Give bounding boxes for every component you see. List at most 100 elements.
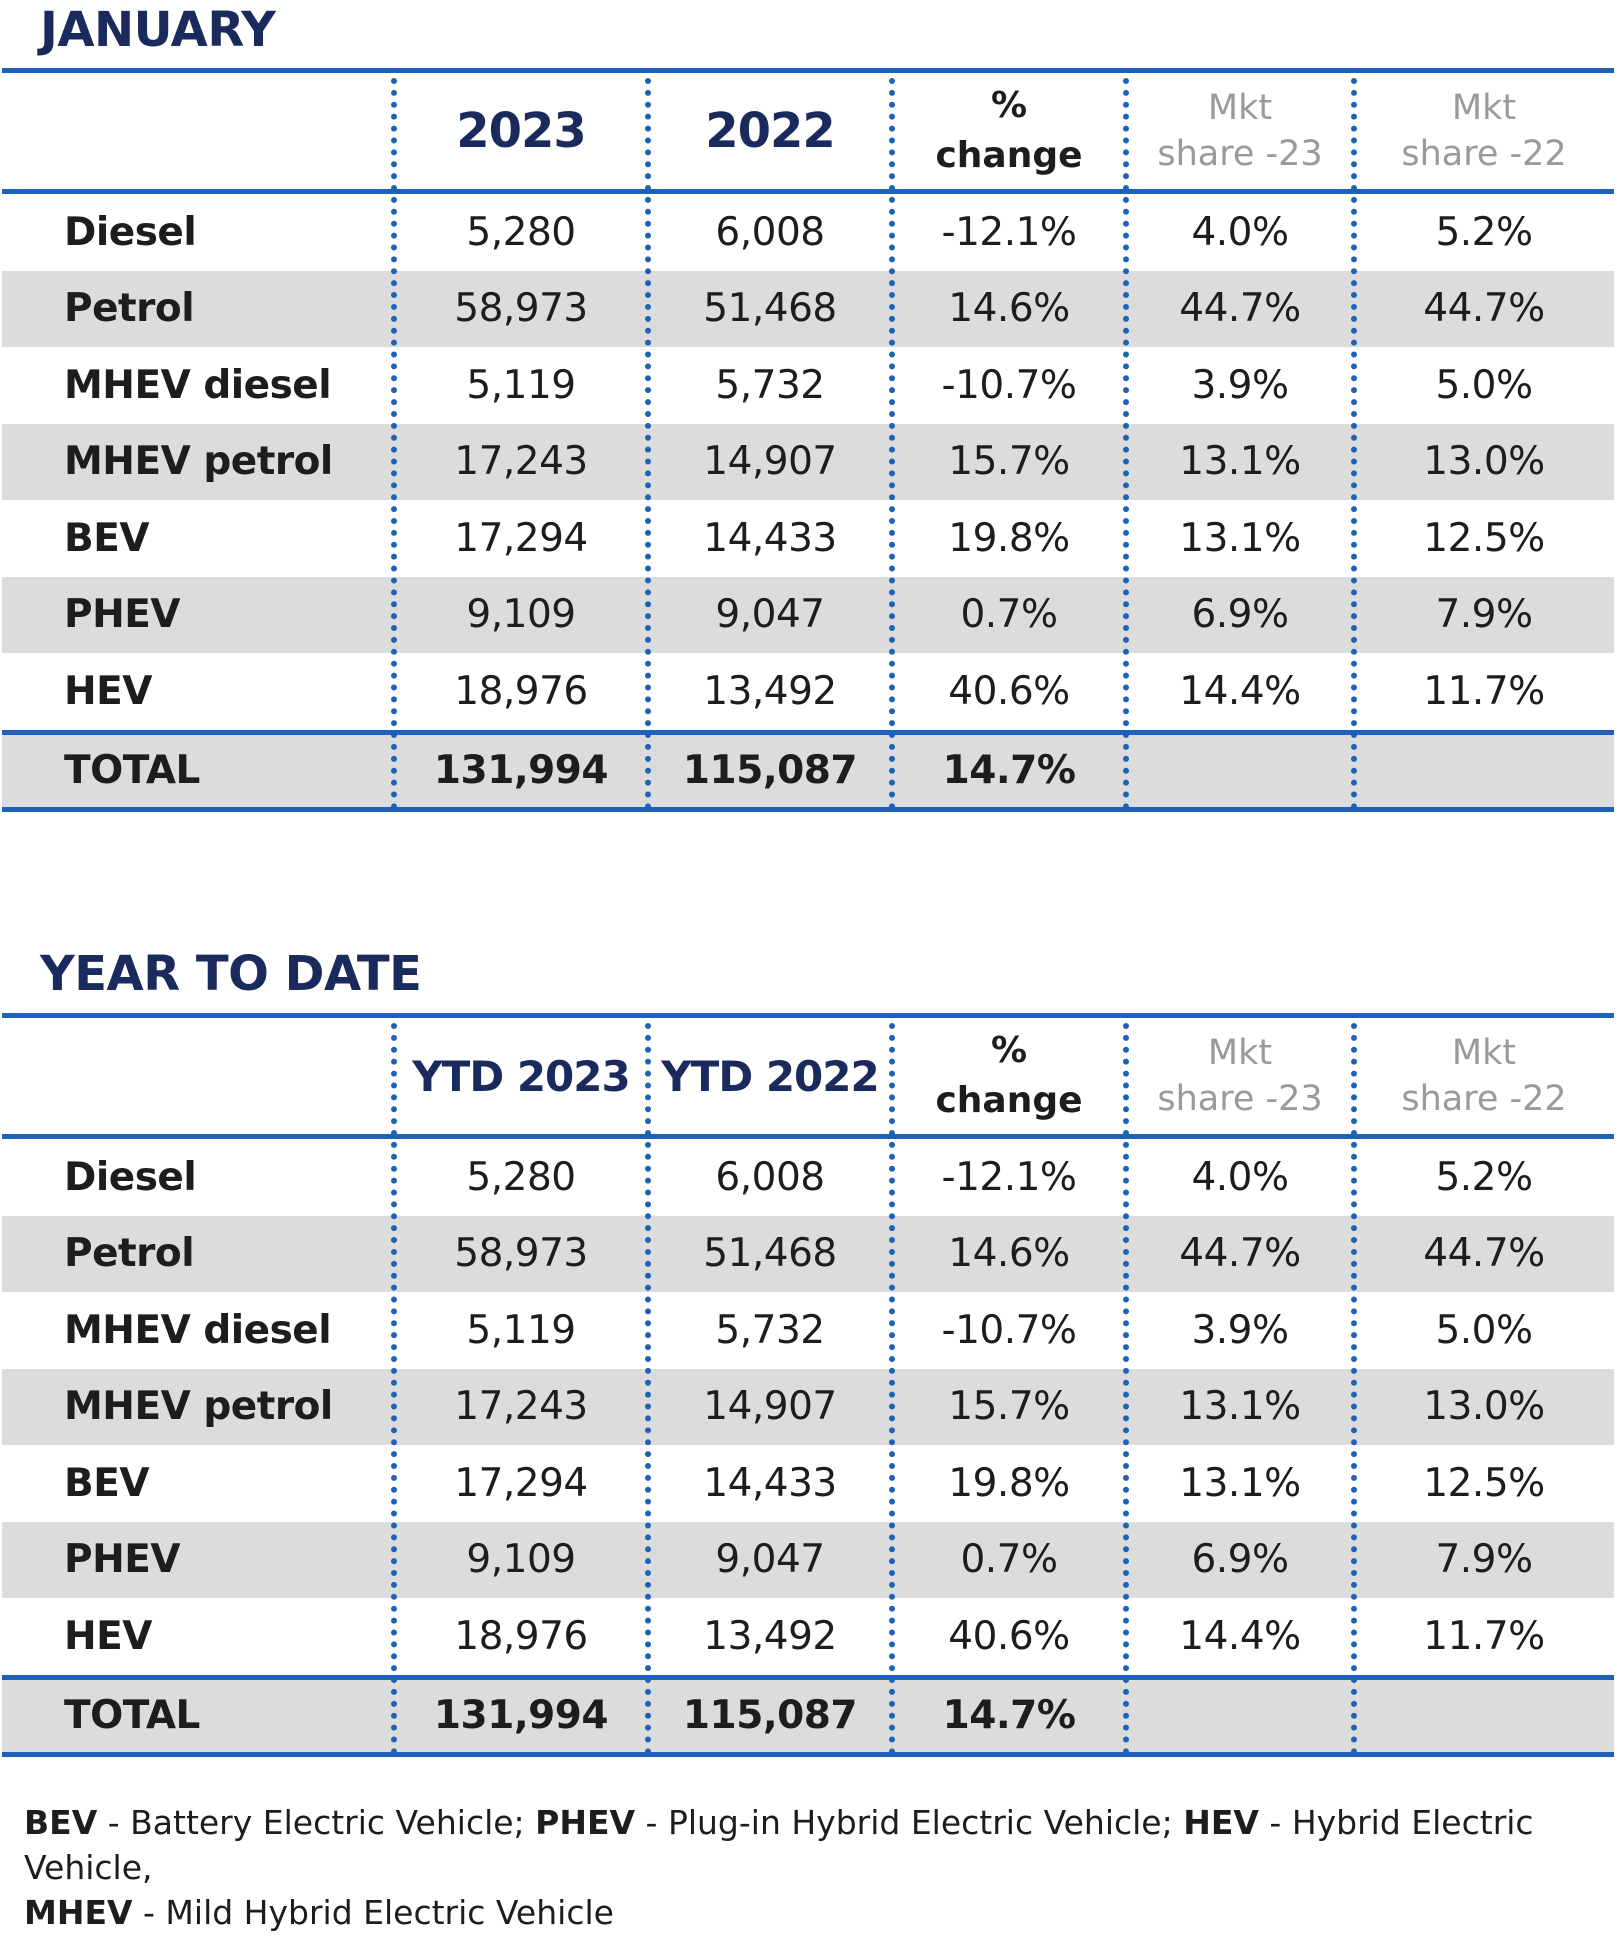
table-cell: 6.9%: [1191, 1537, 1289, 1583]
table-cell: 58,973: [454, 286, 588, 332]
table-cell: 5.2%: [1435, 209, 1533, 255]
table-cell: 12.5%: [1423, 1460, 1545, 1506]
table-cell: 13.1%: [1179, 515, 1301, 561]
table-cell: 0.7%: [960, 1537, 1058, 1583]
january-header-col-1: 2023: [456, 103, 587, 159]
table-cell: 51,468: [703, 286, 837, 332]
table-cell: 13.1%: [1179, 1460, 1301, 1506]
table-cell: 5,280: [466, 1154, 576, 1200]
row-label: MHEV petrol: [64, 439, 333, 485]
ytd-header-col-4: Mkt share -23: [1157, 1033, 1323, 1119]
ytd-column-divider-5: [1351, 1023, 1357, 1755]
table-cell: 13.0%: [1423, 1384, 1545, 1430]
ytd-header-col-2: YTD 2022: [661, 1051, 879, 1101]
footnote-phev-abbr: PHEV: [535, 1803, 636, 1842]
table-row: HEV 18,976 13,492 40.6% 14.4% 11.7%: [2, 653, 1614, 730]
table-cell: 7.9%: [1435, 592, 1533, 638]
ytd-table: YTD 2023 YTD 2022 % change Mkt share -23 Mkt…: [2, 1013, 1614, 1757]
table-cell: 13.1%: [1179, 1384, 1301, 1430]
table-cell: 12.5%: [1423, 515, 1545, 561]
ytd-column-divider-1: [391, 1023, 397, 1755]
table-row: MHEV diesel 5,119 5,732 -10.7% 3.9% 5.0%: [2, 1292, 1614, 1369]
january-header-col-2: 2022: [705, 103, 836, 159]
total-cell: 115,087: [682, 748, 858, 793]
table-cell: 5,119: [466, 362, 576, 408]
table-cell: 15.7%: [948, 439, 1070, 485]
table-cell: 0.7%: [960, 592, 1058, 638]
table-cell: 14.6%: [948, 286, 1070, 332]
row-label: Diesel: [64, 1154, 197, 1200]
ytd-header-col-5: Mkt share -22: [1401, 1033, 1567, 1119]
table-row: MHEV diesel 5,119 5,732 -10.7% 3.9% 5.0%: [2, 347, 1614, 424]
row-label: MHEV petrol: [64, 1384, 333, 1430]
table-cell: 18,976: [454, 668, 588, 714]
table-cell: 44.7%: [1423, 286, 1545, 332]
table-cell: 9,047: [715, 592, 825, 638]
table-cell: 40.6%: [948, 668, 1070, 714]
ytd-column-divider-2: [645, 1023, 651, 1755]
table-cell: 15.7%: [948, 1384, 1070, 1430]
january-column-divider-1: [391, 78, 397, 810]
table-cell: -12.1%: [941, 209, 1077, 255]
total-cell: 115,087: [682, 1693, 858, 1738]
abbreviation-footnote: BEV - Battery Electric Vehicle; PHEV - P…: [24, 1800, 1604, 1935]
table-cell: 13.0%: [1423, 439, 1545, 485]
january-header-col-4: Mkt share -23: [1157, 88, 1323, 174]
total-cell: [1126, 735, 1354, 807]
table-cell: -12.1%: [941, 1154, 1077, 1200]
table-row: MHEV petrol 17,243 14,907 15.7% 13.1% 13.0%: [2, 1368, 1614, 1445]
row-label: MHEV diesel: [64, 1307, 332, 1353]
row-label: MHEV diesel: [64, 362, 332, 408]
ytd-title: YEAR TO DATE: [40, 946, 422, 1002]
table-row: HEV 18,976 13,492 40.6% 14.4% 11.7%: [2, 1598, 1614, 1675]
footnote-bev-abbr: BEV: [24, 1803, 98, 1842]
table-row: PHEV 9,109 9,047 0.7% 6.9% 7.9%: [2, 576, 1614, 653]
table-row: Diesel 5,280 6,008 -12.1% 4.0% 5.2%: [2, 194, 1614, 271]
ytd-header-col-3: % change: [935, 1030, 1083, 1121]
table-cell: 14,907: [703, 1384, 837, 1430]
january-column-divider-3: [889, 78, 895, 810]
table-cell: 6.9%: [1191, 592, 1289, 638]
table-cell: 5.2%: [1435, 1154, 1533, 1200]
row-label: Petrol: [64, 286, 195, 332]
total-cell: 14.7%: [942, 1693, 1076, 1738]
ytd-column-divider-4: [1123, 1023, 1129, 1755]
table-cell: 44.7%: [1179, 286, 1301, 332]
row-label: Diesel: [64, 209, 197, 255]
table-row: Petrol 58,973 51,468 14.6% 44.7% 44.7%: [2, 1215, 1614, 1292]
total-cell: [1354, 1680, 1614, 1752]
table-cell: 5,732: [715, 362, 825, 408]
row-label: BEV: [64, 1460, 150, 1506]
table-cell: 3.9%: [1191, 1307, 1289, 1353]
table-cell: 17,294: [454, 515, 588, 561]
january-total-row: TOTAL 131,994 115,087 14.7%: [2, 729, 1614, 812]
january-column-divider-5: [1351, 78, 1357, 810]
table-cell: 13,492: [703, 668, 837, 714]
table-cell: 9,109: [466, 592, 576, 638]
table-cell: 40.6%: [948, 1613, 1070, 1659]
table-row: Diesel 5,280 6,008 -12.1% 4.0% 5.2%: [2, 1139, 1614, 1216]
total-cell: 131,994: [433, 1693, 609, 1738]
row-label: PHEV: [64, 1537, 181, 1583]
table-cell: 5,119: [466, 1307, 576, 1353]
table-cell: 11.7%: [1423, 668, 1545, 714]
row-label: PHEV: [64, 592, 181, 638]
total-cell: [1354, 735, 1614, 807]
footnote-hev-text: - Hybrid Electric Vehicle,: [24, 1803, 1534, 1887]
january-table: 2023 2022 % change Mkt share -23 Mkt share -…: [2, 68, 1614, 812]
table-cell: 14.4%: [1179, 1613, 1301, 1659]
table-cell: 5,280: [466, 209, 576, 255]
ytd-column-divider-3: [889, 1023, 895, 1755]
table-cell: 9,109: [466, 1537, 576, 1583]
january-column-divider-2: [645, 78, 651, 810]
footnote-hev-abbr: HEV: [1183, 1803, 1259, 1842]
january-header-col-5: Mkt share -22: [1401, 88, 1567, 174]
january-header-col-3: % change: [935, 85, 1083, 176]
table-cell: 14.6%: [948, 1231, 1070, 1277]
table-cell: 4.0%: [1191, 1154, 1289, 1200]
table-cell: 44.7%: [1179, 1231, 1301, 1277]
table-cell: 14,433: [703, 1460, 837, 1506]
row-label: BEV: [64, 515, 150, 561]
table-cell: -10.7%: [941, 1307, 1077, 1353]
row-label: HEV: [64, 1613, 152, 1659]
